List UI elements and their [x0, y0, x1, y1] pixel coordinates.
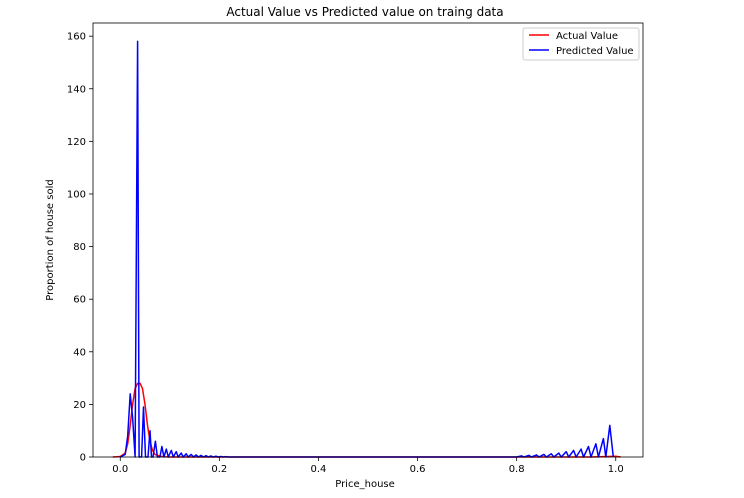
plot-area: [112, 40, 621, 458]
y-tick-label: 60: [73, 295, 86, 306]
predicted-value-line: [119, 40, 615, 458]
legend-box: [522, 27, 640, 61]
x-tick-label: 0.0: [112, 464, 128, 475]
x-tick-label: 0.2: [211, 464, 227, 475]
chart-title: Actual Value vs Predicted value on train…: [226, 5, 503, 19]
x-axis: 0.0 0.2 0.4 0.6 0.8 1.0: [112, 457, 624, 475]
actual-value-line: [112, 382, 621, 458]
x-tick-label: 0.6: [410, 464, 426, 475]
y-tick-label: 80: [73, 242, 86, 253]
x-tick-label: 0.4: [310, 464, 326, 475]
plot-frame: [92, 22, 644, 458]
x-tick-label: 0.8: [509, 464, 525, 475]
y-axis-label: Proportion of house sold: [45, 179, 56, 300]
legend-predicted-label: Predicted Value: [556, 46, 634, 57]
y-tick-label: 20: [73, 400, 86, 411]
x-axis-label: Price_house: [335, 479, 395, 490]
y-tick-label: 120: [67, 137, 86, 148]
y-tick-label: 100: [67, 189, 86, 200]
y-tick-label: 140: [67, 84, 86, 95]
y-tick-label: 40: [73, 347, 86, 358]
legend: Actual Value Predicted Value: [522, 27, 640, 61]
y-tick-label: 0: [80, 453, 86, 464]
x-tick-label: 1.0: [608, 464, 624, 475]
y-axis: 0 20 40 60 80 100 120 140 160: [67, 32, 93, 464]
legend-actual-label: Actual Value: [556, 31, 618, 42]
y-tick-label: 160: [67, 32, 86, 43]
